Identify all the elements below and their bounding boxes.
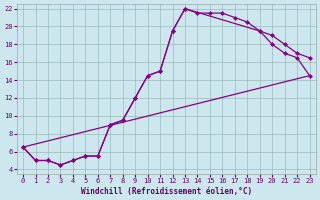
X-axis label: Windchill (Refroidissement éolien,°C): Windchill (Refroidissement éolien,°C) [81,187,252,196]
